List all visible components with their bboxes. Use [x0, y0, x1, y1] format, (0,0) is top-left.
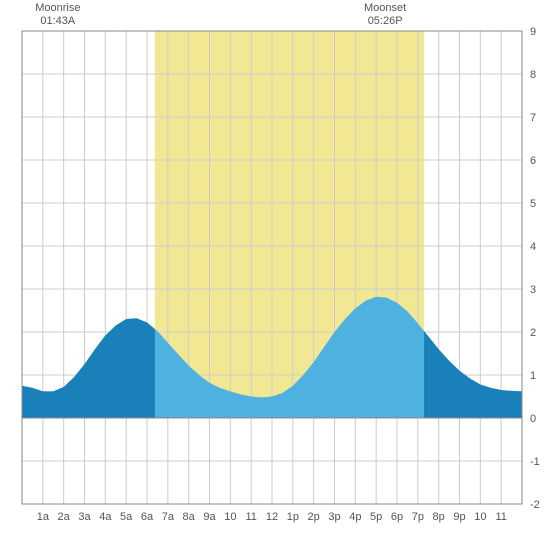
svg-text:10: 10	[474, 511, 486, 523]
svg-text:12: 12	[266, 511, 278, 523]
svg-text:11: 11	[495, 511, 506, 523]
svg-text:4p: 4p	[349, 511, 361, 523]
svg-text:-2: -2	[530, 499, 540, 511]
svg-text:8a: 8a	[183, 511, 196, 523]
tide-chart: -2-101234567891a2a3a4a5a6a7a8a9a1011121p…	[0, 0, 550, 550]
svg-text:0: 0	[530, 413, 536, 425]
svg-text:8: 8	[530, 69, 536, 81]
svg-text:3p: 3p	[328, 511, 340, 523]
svg-text:2a: 2a	[58, 511, 71, 523]
svg-text:7p: 7p	[412, 511, 424, 523]
svg-text:2: 2	[530, 327, 536, 339]
svg-text:5a: 5a	[120, 511, 133, 523]
svg-text:6: 6	[530, 155, 536, 167]
svg-text:1p: 1p	[287, 511, 299, 523]
svg-text:3: 3	[530, 284, 536, 296]
svg-text:1a: 1a	[37, 511, 50, 523]
svg-text:2p: 2p	[308, 511, 320, 523]
svg-text:6p: 6p	[391, 511, 403, 523]
svg-text:3a: 3a	[78, 511, 91, 523]
svg-text:10: 10	[224, 511, 236, 523]
svg-text:7: 7	[530, 112, 536, 124]
svg-text:1: 1	[530, 370, 536, 382]
svg-text:5: 5	[530, 198, 536, 210]
svg-text:8p: 8p	[433, 511, 445, 523]
svg-text:5p: 5p	[370, 511, 382, 523]
svg-text:-1: -1	[530, 456, 540, 468]
svg-text:6a: 6a	[141, 511, 154, 523]
svg-text:11: 11	[245, 511, 256, 523]
svg-text:9: 9	[530, 26, 536, 38]
chart-container: Moonrise 01:43A Moonset 05:26P -2-101234…	[0, 0, 550, 550]
svg-text:9p: 9p	[453, 511, 465, 523]
svg-text:9a: 9a	[203, 511, 216, 523]
svg-text:4: 4	[530, 241, 536, 253]
svg-text:7a: 7a	[162, 511, 175, 523]
svg-text:4a: 4a	[99, 511, 112, 523]
